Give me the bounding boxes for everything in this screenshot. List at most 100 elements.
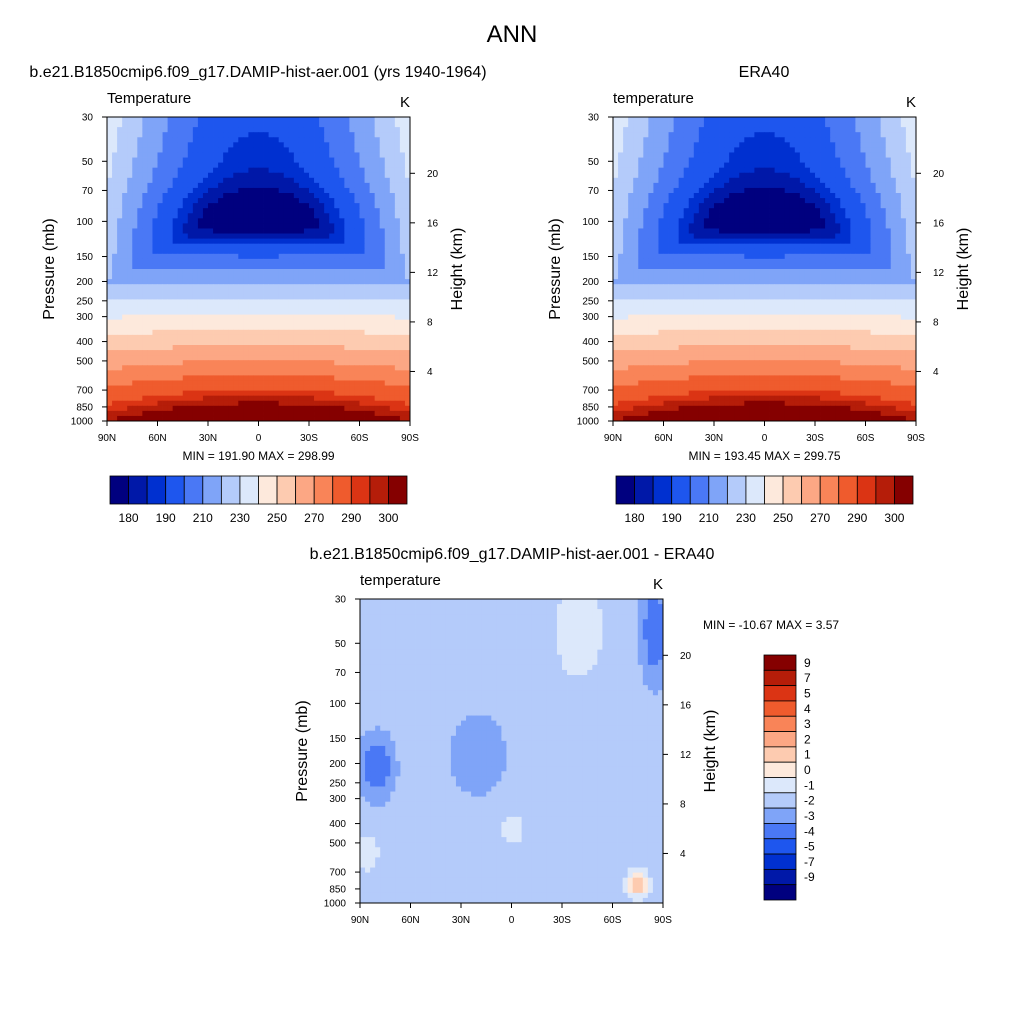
contour-cell	[825, 147, 831, 153]
contour-cell	[258, 253, 264, 260]
contour-cell	[248, 132, 254, 138]
contour-cell	[815, 162, 821, 169]
contour-cell	[172, 360, 179, 366]
contour-cell	[197, 390, 204, 397]
contour-cell	[394, 127, 401, 133]
contour-cell	[298, 274, 305, 280]
contour-cell	[208, 390, 214, 397]
contour-cell	[253, 345, 259, 351]
contour-cell	[223, 132, 229, 138]
contour-cell	[359, 263, 365, 270]
contour-cell	[349, 334, 355, 341]
contour-cell	[253, 147, 259, 153]
contour-cell	[663, 117, 669, 123]
contour-cell	[122, 213, 128, 219]
contour-cell	[293, 400, 300, 407]
contour-cell	[192, 370, 199, 376]
contour-cell	[784, 152, 791, 158]
contour-cell	[389, 243, 396, 250]
contour-cell	[359, 289, 365, 295]
contour-cell	[830, 193, 836, 199]
contour-cell	[719, 122, 725, 128]
contour-cell	[369, 193, 376, 199]
contour-cell	[404, 122, 411, 128]
contour-cell	[329, 309, 335, 315]
contour-cell	[238, 142, 244, 148]
contour-cell	[314, 410, 320, 417]
contour-cell	[399, 299, 406, 305]
contour-cell	[708, 152, 715, 158]
contour-cell	[698, 203, 705, 209]
contour-cell	[268, 263, 275, 270]
contour-cell	[162, 142, 168, 148]
contour-cell	[744, 177, 750, 184]
contour-cell	[628, 203, 634, 209]
contour-cell	[334, 238, 340, 245]
contour-cell	[354, 415, 360, 422]
contour-cell	[648, 152, 654, 158]
contour-cell	[278, 350, 285, 356]
contour-cell	[253, 319, 259, 326]
contour-cell	[394, 162, 401, 169]
contour-cell	[142, 405, 148, 412]
contour-cell	[815, 203, 821, 209]
contour-cell	[182, 223, 189, 229]
contour-cell	[127, 319, 133, 326]
contour-cell	[162, 228, 168, 234]
contour-cell	[223, 299, 229, 305]
contour-cell	[379, 172, 386, 179]
contour-cell	[288, 182, 295, 189]
contour-cell	[273, 238, 280, 245]
contour-cell	[359, 415, 365, 422]
contour-cell	[213, 400, 219, 407]
contour-cell	[324, 269, 330, 275]
contour-cell	[157, 334, 163, 341]
contour-cell	[303, 324, 310, 331]
contour-cell	[172, 187, 179, 194]
contour-cell	[122, 132, 128, 138]
contour-cell	[334, 395, 340, 402]
contour-cell	[364, 350, 370, 356]
contour-cell	[192, 218, 199, 224]
contour-cell	[288, 193, 295, 199]
contour-cell	[633, 172, 639, 179]
contour-cell	[303, 380, 310, 386]
contour-cell	[182, 182, 189, 189]
colorbar-box	[313, 475, 334, 505]
contour-cell	[218, 223, 224, 229]
contour-cell	[633, 187, 639, 194]
contour-cell	[329, 415, 335, 422]
contour-cell	[309, 319, 315, 326]
contour-cell	[298, 187, 305, 194]
contour-cell	[283, 167, 290, 174]
contour-cell	[359, 137, 365, 143]
contour-cell	[389, 147, 396, 153]
contour-cell	[683, 137, 690, 143]
contour-cell	[688, 182, 695, 189]
contour-cell	[329, 117, 335, 123]
contour-cell	[228, 142, 234, 148]
contour-cell	[248, 162, 254, 169]
contour-cell	[729, 223, 735, 229]
contour-cell	[298, 375, 305, 381]
contour-cell	[197, 122, 204, 128]
contour-cell	[344, 294, 350, 300]
contour-cell	[764, 162, 770, 169]
contour-cell	[283, 289, 290, 295]
contour-cell	[359, 405, 365, 412]
contour-cell	[253, 228, 259, 234]
contour-cell	[283, 233, 290, 239]
panel-title: b.e21.B1850cmip6.f09_g17.DAMIP-hist-aer.…	[29, 64, 486, 81]
contour-cell	[248, 187, 254, 194]
contour-cell	[162, 182, 168, 189]
contour-cell	[804, 142, 811, 148]
contour-cell	[293, 223, 300, 229]
contour-cell	[298, 299, 305, 305]
contour-cell	[278, 127, 285, 133]
contour-cell	[233, 390, 239, 397]
contour-cell	[339, 385, 345, 391]
contour-cell	[648, 223, 654, 229]
contour-cell	[339, 193, 345, 199]
contour-cell	[228, 314, 234, 321]
contour-cell	[663, 182, 669, 189]
